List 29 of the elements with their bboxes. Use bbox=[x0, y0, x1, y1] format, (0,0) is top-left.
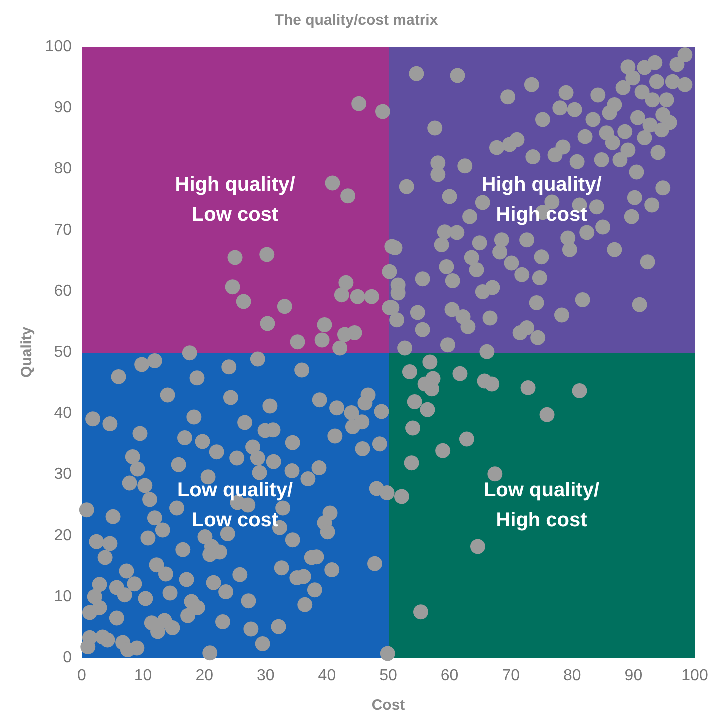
annotation: Low quality/ High cost bbox=[484, 479, 600, 532]
y-tick-label: 50 bbox=[54, 344, 72, 361]
y-axis-title: Quality bbox=[18, 326, 36, 378]
x-tick-label: 100 bbox=[682, 668, 708, 684]
y-tick-label: 100 bbox=[45, 38, 72, 56]
y-tick-label: 40 bbox=[54, 405, 72, 422]
y-tick-label: 60 bbox=[54, 282, 72, 300]
x-tick-label: 0 bbox=[78, 668, 87, 684]
y-tick-label: 90 bbox=[54, 100, 72, 117]
x-axis-title: Cost bbox=[372, 697, 406, 714]
x-tick-label: 30 bbox=[257, 668, 275, 684]
y-tick-label: 70 bbox=[54, 222, 72, 239]
annotation: Low quality/ Low cost bbox=[177, 479, 294, 532]
x-tick-label: 60 bbox=[440, 668, 459, 684]
x-tick-label: 20 bbox=[196, 668, 214, 684]
annotation: High quality/ Low cost bbox=[175, 174, 296, 226]
y-tick-label: 80 bbox=[54, 160, 72, 178]
y-tick-label: 10 bbox=[54, 588, 72, 606]
x-tick-label: 40 bbox=[318, 668, 336, 684]
x-tick-label: 70 bbox=[502, 668, 520, 684]
chart-title: The quality/cost matrix bbox=[274, 12, 439, 29]
y-tick-label: 0 bbox=[63, 650, 72, 666]
x-tick-label: 50 bbox=[380, 668, 398, 684]
y-tick-label: 30 bbox=[54, 466, 72, 484]
x-tick-label: 10 bbox=[134, 668, 152, 684]
x-tick-label: 90 bbox=[624, 668, 643, 684]
annotation: High quality/ High cost bbox=[482, 174, 602, 226]
y-tick-label: 20 bbox=[54, 527, 72, 544]
x-tick-label: 80 bbox=[564, 668, 582, 684]
